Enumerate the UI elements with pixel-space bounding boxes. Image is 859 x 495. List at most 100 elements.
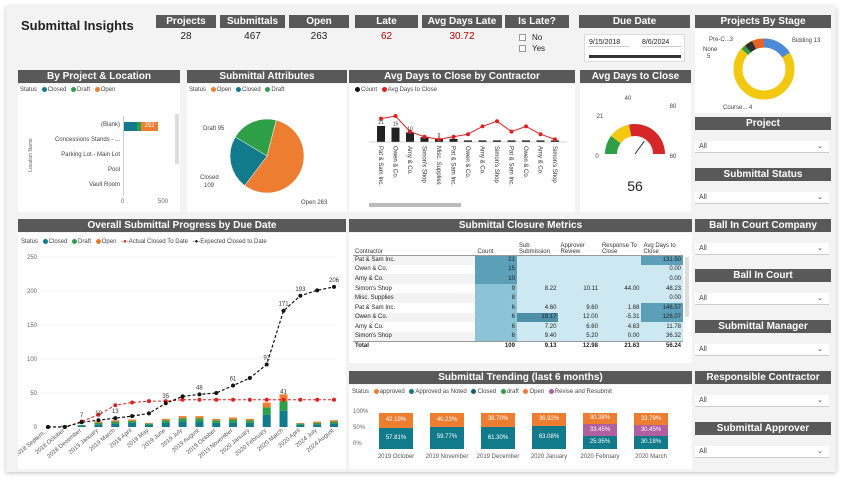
actual-point[interactable] bbox=[247, 397, 252, 402]
column-header[interactable]: Avg Days to Close bbox=[641, 235, 683, 256]
actual-point[interactable] bbox=[214, 397, 219, 402]
bar-blank-open[interactable]: 252 bbox=[141, 122, 158, 131]
progress-bar-draft[interactable] bbox=[144, 423, 153, 425]
is-late-yes[interactable]: Yes bbox=[519, 43, 545, 54]
trending-bar-bottom[interactable]: 61.30% bbox=[481, 426, 515, 449]
avg-days-point[interactable] bbox=[524, 124, 528, 129]
chevron-down-icon[interactable]: ⌄ bbox=[817, 397, 823, 404]
table-row[interactable]: Owen & Co. 15 0.00 bbox=[353, 264, 683, 275]
table-row[interactable]: Pat & Sam Inc. 6 4.60 9.60 1.68 146.57 bbox=[353, 302, 683, 313]
progress-bar-draft[interactable] bbox=[212, 420, 221, 423]
expected-point[interactable] bbox=[146, 411, 151, 416]
expected-point[interactable] bbox=[163, 401, 168, 406]
bar-blank-draft[interactable] bbox=[137, 122, 141, 131]
column-header[interactable]: Response To Close bbox=[599, 235, 642, 256]
count-bar[interactable] bbox=[391, 127, 400, 142]
avg-days-point[interactable] bbox=[379, 116, 383, 121]
donut-slice-pre-construction[interactable] bbox=[752, 38, 765, 50]
slicer-dropdown[interactable]: All ⌄ bbox=[695, 395, 829, 407]
progress-bar-open[interactable] bbox=[212, 418, 221, 421]
progress-bar-closed[interactable] bbox=[245, 422, 254, 427]
progress-bar-closed[interactable] bbox=[330, 423, 338, 427]
expected-point[interactable] bbox=[79, 420, 84, 425]
avg-days-point[interactable] bbox=[408, 129, 412, 134]
avg-days-point[interactable] bbox=[538, 132, 543, 137]
expected-point[interactable] bbox=[130, 414, 135, 419]
avg-days-point[interactable] bbox=[393, 114, 398, 118]
trending-bar-mid[interactable]: 33.45% bbox=[583, 423, 617, 436]
progress-bar-draft[interactable] bbox=[245, 420, 254, 423]
progress-bar-draft[interactable] bbox=[178, 418, 187, 422]
trending-bar-top[interactable]: 40.23% bbox=[430, 413, 464, 428]
trending-bar-top[interactable]: 42.19% bbox=[379, 413, 413, 429]
bar-blank-closed[interactable] bbox=[123, 122, 137, 131]
progress-bar-draft[interactable] bbox=[77, 424, 86, 426]
progress-bar-closed[interactable] bbox=[279, 410, 288, 427]
pie-slice-open[interactable] bbox=[244, 119, 305, 194]
actual-point[interactable] bbox=[146, 399, 151, 404]
table-row[interactable]: Misc. Supplies 8 0.00 bbox=[353, 293, 683, 303]
count-bar[interactable] bbox=[493, 140, 501, 142]
progress-bar-draft[interactable] bbox=[94, 422, 103, 425]
scrollbar[interactable] bbox=[175, 114, 179, 164]
progress-bar-draft[interactable] bbox=[330, 421, 338, 424]
expected-point[interactable] bbox=[180, 394, 185, 399]
progress-bar-draft[interactable] bbox=[296, 423, 305, 425]
actual-point[interactable] bbox=[281, 397, 286, 402]
slicer-dropdown[interactable]: All ⌄ bbox=[695, 192, 829, 204]
count-bar[interactable] bbox=[406, 132, 414, 142]
expected-point[interactable] bbox=[96, 418, 101, 423]
actual-point[interactable] bbox=[231, 397, 236, 402]
progress-bar-draft[interactable] bbox=[195, 418, 204, 422]
chevron-down-icon[interactable]: ⌄ bbox=[817, 448, 823, 455]
progress-bar-closed[interactable] bbox=[111, 423, 120, 427]
slicer-dropdown[interactable]: All ⌄ bbox=[695, 293, 829, 305]
count-bar[interactable] bbox=[536, 140, 545, 142]
progress-bar-open[interactable] bbox=[296, 422, 305, 424]
table-row[interactable]: Simon's Shop 9 8.22 10.11 44.00 48.23 bbox=[353, 283, 683, 294]
actual-point[interactable] bbox=[197, 397, 202, 402]
pie-slice-draft[interactable] bbox=[234, 118, 277, 157]
progress-bar-open[interactable] bbox=[178, 416, 187, 419]
actual-point[interactable] bbox=[130, 400, 135, 405]
progress-bar-open[interactable] bbox=[279, 394, 288, 402]
progress-bar-open[interactable] bbox=[229, 417, 238, 420]
progress-bar-open[interactable] bbox=[161, 418, 170, 421]
trending-bar-bottom[interactable]: 63.08% bbox=[532, 426, 566, 449]
horizontal-scrollbar[interactable] bbox=[369, 203, 461, 207]
actual-point[interactable] bbox=[332, 397, 336, 402]
actual-point[interactable] bbox=[264, 397, 269, 402]
slicer-dropdown[interactable]: All ⌄ bbox=[695, 344, 829, 356]
expected-point[interactable] bbox=[281, 308, 286, 313]
progress-bar-draft[interactable] bbox=[262, 407, 271, 415]
expected-point[interactable] bbox=[214, 391, 219, 395]
count-bar[interactable] bbox=[420, 137, 429, 142]
progress-bar-closed[interactable] bbox=[161, 422, 170, 427]
progress-bar-open[interactable] bbox=[94, 421, 103, 423]
count-bar[interactable] bbox=[464, 140, 472, 142]
table-row[interactable]: Simon's Shop 6 9.40 5.20 0.00 36.32 bbox=[353, 331, 683, 342]
donut-slice-other[interactable] bbox=[741, 45, 751, 55]
expected-point[interactable] bbox=[46, 425, 50, 429]
progress-bar-draft[interactable] bbox=[128, 420, 137, 423]
progress-bar-closed[interactable] bbox=[229, 422, 238, 427]
donut-slice-bidding[interactable] bbox=[763, 38, 790, 58]
count-bar[interactable] bbox=[449, 138, 458, 142]
slicer-dropdown[interactable]: All ⌄ bbox=[695, 141, 829, 153]
progress-bar-closed[interactable] bbox=[313, 424, 322, 427]
progress-bar-open[interactable] bbox=[330, 420, 338, 422]
avg-days-point[interactable] bbox=[480, 124, 485, 129]
chevron-down-icon[interactable]: ⌄ bbox=[817, 143, 823, 150]
avg-days-point[interactable] bbox=[553, 137, 557, 142]
column-header[interactable]: Approver Review bbox=[558, 235, 600, 256]
trending-bar-top[interactable]: 30.38% bbox=[583, 413, 617, 424]
avg-days-point[interactable] bbox=[495, 119, 499, 124]
count-bar[interactable] bbox=[507, 140, 516, 142]
expected-point[interactable] bbox=[113, 416, 118, 421]
trending-bar-top[interactable]: 33.79% bbox=[634, 413, 668, 426]
count-bar[interactable] bbox=[478, 140, 487, 142]
count-bar[interactable] bbox=[377, 126, 385, 142]
progress-bar-open[interactable] bbox=[144, 422, 153, 424]
progress-bar-closed[interactable] bbox=[128, 422, 137, 427]
checkbox-icon[interactable] bbox=[519, 45, 526, 53]
